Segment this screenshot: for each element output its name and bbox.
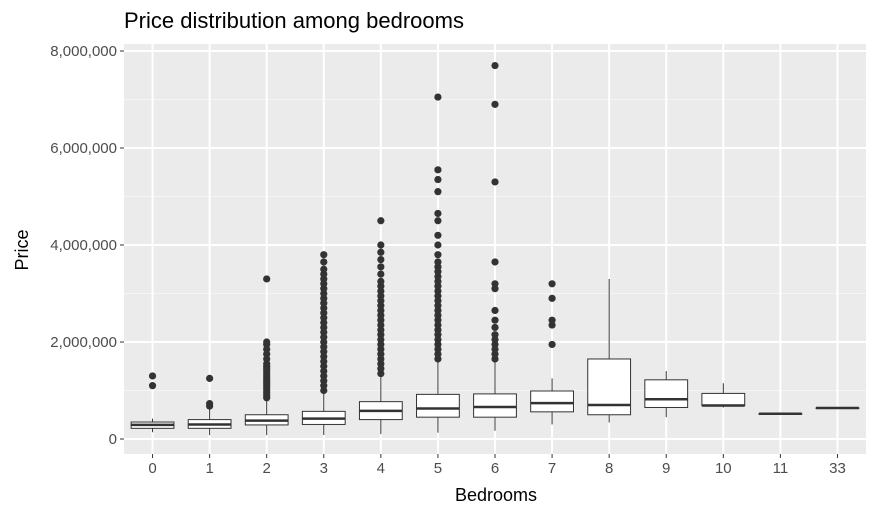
x-tick-label: 33: [829, 460, 846, 477]
outlier-point: [148, 372, 157, 380]
outlier-point: [263, 338, 271, 346]
x-tick-label: 9: [662, 460, 670, 477]
outlier-point: [491, 331, 499, 339]
outlier-point: [206, 374, 214, 382]
x-tick-label: 6: [491, 460, 499, 477]
x-tick-label: 7: [548, 460, 556, 477]
box-body: [701, 392, 746, 407]
chart-title: Price distribution among bedrooms: [124, 8, 464, 33]
outlier-point: [434, 166, 442, 174]
box-0: [130, 372, 175, 433]
outlier-point: [377, 263, 385, 271]
outlier-point: [377, 255, 385, 264]
x-tick-label: 10: [715, 460, 732, 477]
y-axis-title: Price: [12, 229, 32, 270]
outlier-point: [491, 280, 499, 288]
x-tick-label: 3: [320, 460, 328, 477]
box-9: [644, 371, 689, 418]
outlier-point: [320, 251, 328, 259]
y-tick-label: 4,000,000: [50, 237, 117, 254]
y-tick-label: 0: [109, 431, 117, 448]
y-axis: 0 2,000,000 4,000,000 6,000,000 8,000,000: [50, 43, 124, 448]
outlier-point: [434, 93, 442, 101]
outlier-point: [491, 323, 499, 332]
outlier-point: [434, 188, 442, 196]
box-5: [416, 93, 460, 433]
box-10: [701, 383, 746, 408]
x-tick-label: 0: [148, 460, 156, 477]
outlier-point: [377, 217, 385, 225]
outlier-point: [491, 178, 499, 186]
box-7: [530, 280, 574, 425]
outlier-point: [434, 258, 442, 266]
box-body: [587, 358, 632, 416]
x-axis-title: Bedrooms: [455, 485, 537, 505]
x-tick-label: 1: [205, 460, 213, 477]
y-tick-label: 2,000,000: [50, 334, 117, 351]
x-tick-label: 4: [377, 460, 385, 477]
outlier-point: [548, 294, 556, 302]
outlier-point: [491, 306, 499, 315]
outlier-point: [548, 316, 556, 324]
outlier-point: [377, 277, 385, 285]
box-3: [301, 251, 346, 436]
box-body: [644, 379, 689, 408]
outlier-point: [548, 280, 556, 288]
x-tick-label: 8: [605, 460, 613, 477]
y-tick-label: 6,000,000: [50, 140, 117, 157]
outlier-point: [434, 251, 442, 259]
outlier-point: [491, 258, 499, 266]
box-2: [244, 275, 289, 436]
outlier-point: [206, 399, 214, 408]
outlier-point: [491, 316, 499, 324]
box-body: [530, 390, 574, 413]
box-6: [473, 61, 517, 431]
outlier-point: [434, 231, 442, 239]
outlier-point: [434, 217, 442, 225]
outlier-point: [434, 209, 442, 218]
y-tick-label: 8,000,000: [50, 43, 117, 60]
outlier-point: [377, 248, 385, 256]
box-4: [358, 217, 403, 435]
box-body: [473, 393, 517, 418]
x-tick-label: 11: [773, 460, 789, 477]
outlier-point: [320, 258, 328, 266]
outlier-point: [320, 265, 328, 273]
box-1: [187, 374, 232, 436]
x-tick-label: 2: [263, 460, 271, 477]
box-33: [815, 406, 860, 410]
box-8: [587, 278, 632, 423]
outlier-point: [377, 241, 385, 249]
outlier-point: [434, 175, 442, 184]
outlier-point: [491, 100, 499, 108]
outlier-point: [263, 275, 271, 283]
box-11: [758, 412, 803, 416]
outlier-point: [148, 382, 157, 390]
boxes-layer: [130, 61, 860, 436]
x-tick-label: 5: [434, 460, 442, 477]
x-axis: 0 1 2 3 4 5 6 7 8 9 10 11 33: [148, 454, 846, 477]
outlier-point: [548, 340, 556, 349]
outlier-point: [434, 241, 442, 249]
box-body: [416, 393, 460, 418]
outlier-point: [491, 61, 499, 70]
outlier-point: [377, 270, 385, 278]
